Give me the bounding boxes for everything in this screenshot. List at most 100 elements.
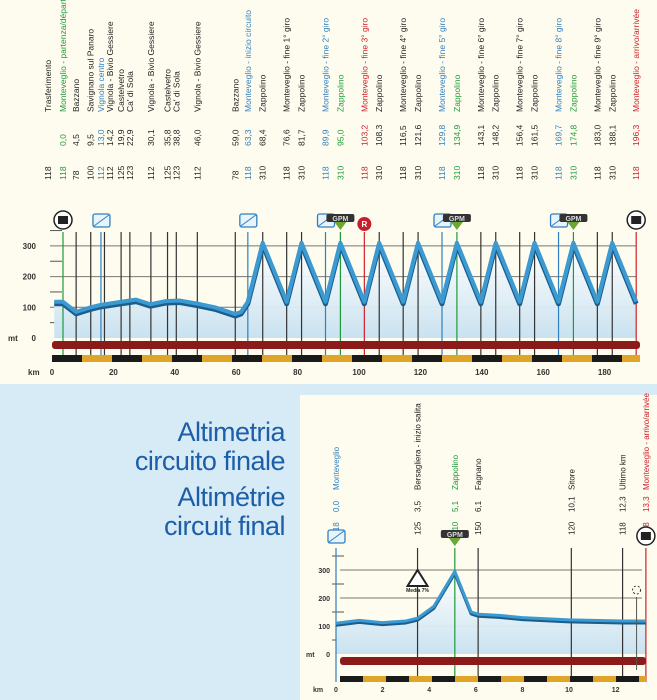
chart2-y-tick-label: 0 <box>326 652 330 659</box>
chart2-profile-line <box>335 569 646 625</box>
chart1-station-name: Monteveglio - fine 8° giro <box>554 18 564 112</box>
chart1-distance-stripe <box>412 355 442 362</box>
chart1-station-altitude: 310 <box>413 166 423 180</box>
chart1-station-km: 19,9 <box>116 129 126 146</box>
chart1-station-km: 13,0 <box>96 129 106 146</box>
chart1-station-altitude: 118 <box>243 166 253 180</box>
chart1-road-bar <box>52 341 640 349</box>
chart2-distance-stripe <box>409 676 432 682</box>
chart1-start-flag-icon <box>58 216 68 224</box>
chart1-x-tick-label: 160 <box>537 368 551 377</box>
chart1-station-name: Zappolino <box>335 74 345 112</box>
chart1-station-name: Castelvetro <box>163 69 173 112</box>
chart1-station-altitude: 118 <box>398 166 408 180</box>
chart2-station-altitude: 310 <box>451 521 460 535</box>
title-french-line1: Altimétrie <box>177 482 285 512</box>
chart1-y-tick-label: 100 <box>23 303 37 312</box>
chart1-station-name: Savignano sul Panaro <box>86 29 96 112</box>
chart1-station-km: 81,7 <box>297 129 307 146</box>
chart1-station-altitude: 118 <box>43 166 53 180</box>
chart1-station-km: 108,3 <box>374 124 384 146</box>
chart1-x-axis-label: km <box>28 368 40 377</box>
chart1-x-tick-label: 120 <box>414 368 428 377</box>
chart1-gpm-icon <box>567 222 580 230</box>
chart2-station-km: 10,1 <box>567 496 576 512</box>
chart1-x-tick-label: 180 <box>598 368 612 377</box>
chart2-station-km: 5,1 <box>451 500 460 512</box>
title-italian-line1: Altimetria <box>177 417 285 447</box>
chart1-station-altitude: 310 <box>297 166 307 180</box>
chart1-station-name: Monteveglio - inizio circuito <box>243 10 253 112</box>
chart1-station-altitude: 125 <box>163 166 173 180</box>
chart2-finish-flag-icon <box>640 532 651 540</box>
chart1-station-km: 4,5 <box>71 134 81 146</box>
chart1-station-km: 46,0 <box>192 129 202 146</box>
chart2-station-name: Monteveglio - arrivo/arrivée <box>642 393 651 490</box>
chart1-station-name: Zappolino <box>413 74 423 112</box>
chart1-gpm-icon <box>442 214 471 222</box>
chart1-station-altitude: 112 <box>96 166 106 180</box>
chart2-gpm-icon <box>440 530 469 538</box>
chart2-last-km-icon <box>632 585 642 595</box>
chart2-sprint-icon <box>328 530 345 543</box>
chart1-x-tick-label: 100 <box>352 368 366 377</box>
chart1-station-km: 103,2 <box>359 124 369 146</box>
chart1-station-km: 183,0 <box>592 124 602 146</box>
chart2-y-tick-label: 200 <box>318 596 330 603</box>
chart1-station-altitude: 112 <box>105 166 115 180</box>
chart2-station-name: Sitore <box>567 469 576 490</box>
chart1-station-km: 161,5 <box>530 124 540 146</box>
chart1-x-tick-label: 140 <box>475 368 489 377</box>
chart1-x-tick-label: 0 <box>50 368 55 377</box>
chart2-y-tick-label: 300 <box>318 568 330 575</box>
chart2-station-altitude: 118 <box>619 522 628 535</box>
chart1-station-km: 148,2 <box>491 124 501 146</box>
chart1-station-km: 14,2 <box>105 129 115 146</box>
chart1-feed-zone-icon <box>357 217 372 231</box>
chart1-distance-stripe <box>502 355 532 362</box>
chart1-station-km: 121,6 <box>413 124 423 146</box>
chart2-station-km: 12,3 <box>619 496 628 512</box>
chart1-station-altitude: 123 <box>125 166 135 180</box>
chart1-station-km: 196,3 <box>631 124 641 146</box>
chart2-distance-stripe <box>639 676 646 682</box>
chart2-station-name: Zappolino <box>451 454 460 490</box>
chart1-station-name: Bazzano <box>230 79 240 112</box>
chart1-station-altitude: 123 <box>172 166 182 180</box>
chart1-station-altitude: 118 <box>515 166 525 180</box>
chart1-station-name: Monteveglio - fine 2° giro <box>321 18 331 112</box>
chart1-station-altitude: 118 <box>476 166 486 180</box>
chart1-station-km: 0,0 <box>58 134 68 146</box>
chart1-station-km: 156,4 <box>515 124 525 146</box>
chart2-station-name: Ultimo km <box>619 454 628 490</box>
chart1-station-altitude: 118 <box>554 166 564 180</box>
chart1-station-km: 174,8 <box>568 124 578 146</box>
chart1-y-tick-label: 300 <box>23 242 37 251</box>
chart1-station-name: Zappolino <box>607 74 617 112</box>
chart1-y-tick-label: 200 <box>23 273 37 282</box>
chart2-station-name: Bersagliera - inizio salita <box>414 403 423 490</box>
chart1-gpm-icon <box>326 214 355 222</box>
chart2-station-km: 0,0 <box>332 500 341 512</box>
chart2-distance-stripe <box>570 676 593 682</box>
chart1-station-name: Vignola - Bivio Gessiere <box>192 21 202 112</box>
chart1-station-name: Zappolino <box>452 74 462 112</box>
chart1-station-name: Zappolino <box>530 74 540 112</box>
title-french-line2: circuit final <box>163 511 286 541</box>
chart1-station-km: 22,9 <box>125 129 135 146</box>
chart1-distance-stripe <box>562 355 592 362</box>
chart2-x-tick-label: 4 <box>427 687 431 694</box>
chart1-station-altitude: 310 <box>491 166 501 180</box>
chart1-distance-stripe <box>442 355 472 362</box>
chart1-station-km: 30,1 <box>146 129 156 146</box>
chart2-distance-stripe <box>432 676 455 682</box>
chart1-gpm-label: GPM <box>332 216 348 223</box>
chart2-y-tick-label: 100 <box>318 624 330 631</box>
chart1-distance-stripe <box>202 355 232 362</box>
chart1-station-name: Monteveglio - fine 9° giro <box>592 18 602 112</box>
chart1-station-altitude: 112 <box>192 166 202 180</box>
chart1-station-km: 89,9 <box>321 129 331 146</box>
chart1-station-altitude: 125 <box>116 166 126 180</box>
chart2-distance-stripe <box>386 676 409 682</box>
chart1-feed-zone-label: R <box>361 220 367 229</box>
